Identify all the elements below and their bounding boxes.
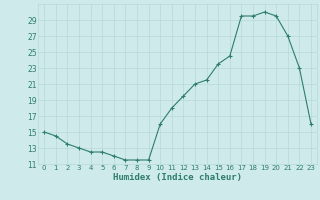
X-axis label: Humidex (Indice chaleur): Humidex (Indice chaleur) bbox=[113, 173, 242, 182]
